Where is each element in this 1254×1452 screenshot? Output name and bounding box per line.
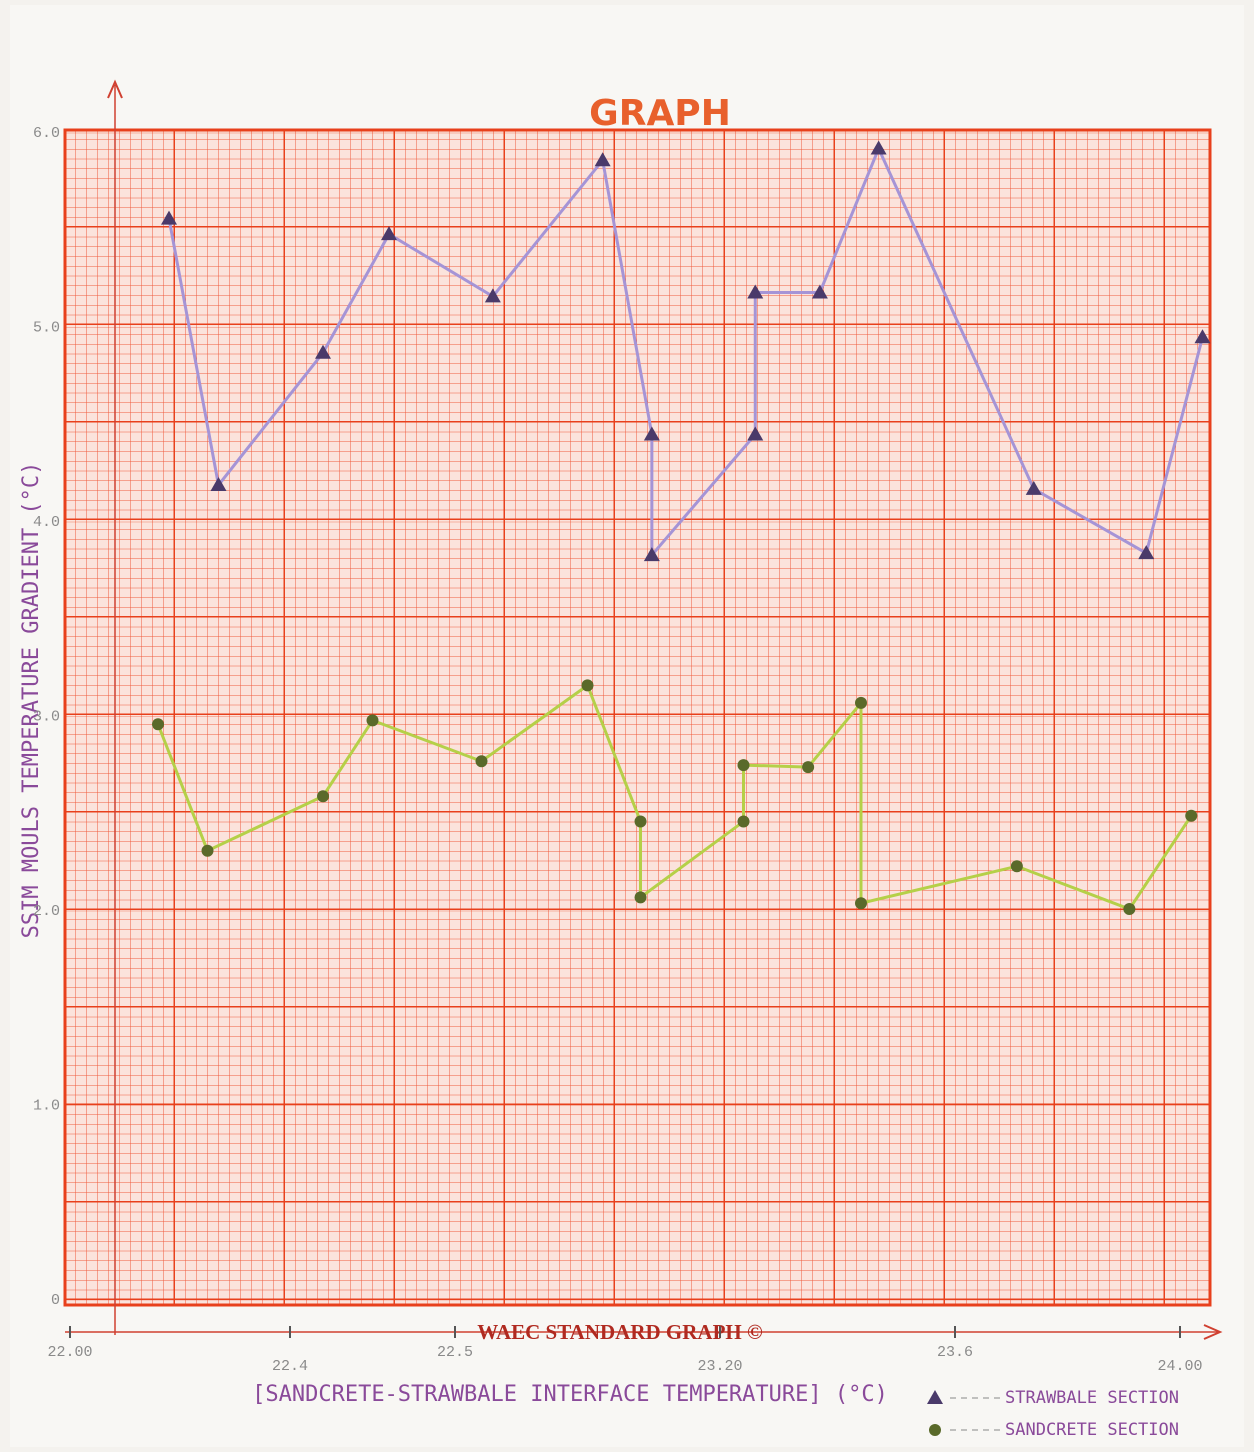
y-tick-label: 1.0 bbox=[33, 1097, 60, 1114]
data-point bbox=[582, 679, 594, 691]
data-point bbox=[317, 790, 329, 802]
x-tick-label: 22.00 bbox=[47, 1344, 92, 1361]
y-tick-label: 6.0 bbox=[33, 125, 60, 142]
y-axis-label: SSIM MOULS TEMPERATURE GRADIENT (°C) bbox=[19, 462, 44, 939]
page: GRAPH WAEC STANDARD GRAPH © SSIM MOULS T… bbox=[0, 0, 1254, 1452]
legend-label: SANDCRETE SECTION bbox=[1005, 1420, 1179, 1440]
data-point bbox=[1011, 860, 1023, 872]
y-tick-label: 4.0 bbox=[33, 514, 60, 531]
x-tick-label: 24.00 bbox=[1157, 1358, 1202, 1375]
data-point bbox=[152, 718, 164, 730]
data-point bbox=[476, 755, 488, 767]
x-tick-label: 23.20 bbox=[697, 1358, 742, 1375]
data-point bbox=[202, 845, 214, 857]
x-tick-label: 23.6 bbox=[937, 1344, 973, 1361]
data-point bbox=[1185, 810, 1197, 822]
chart-title: GRAPH bbox=[589, 93, 731, 134]
legend-marker bbox=[929, 1424, 941, 1436]
major-grid bbox=[65, 130, 1210, 1305]
data-point bbox=[802, 761, 814, 773]
x-tick-label: 22.4 bbox=[272, 1358, 308, 1375]
x-tick-label: 22.5 bbox=[437, 1344, 473, 1361]
y-tick-label: 5.0 bbox=[33, 319, 60, 336]
data-point bbox=[367, 714, 379, 726]
y-tick-label: 3.0 bbox=[33, 708, 60, 725]
y-tick-label: 0 bbox=[51, 1292, 60, 1309]
legend-label: STRAWBALE SECTION bbox=[1005, 1388, 1179, 1408]
data-point bbox=[738, 759, 750, 771]
data-point bbox=[855, 897, 867, 909]
data-point bbox=[635, 816, 647, 828]
data-point bbox=[1123, 903, 1135, 915]
data-point bbox=[635, 891, 647, 903]
data-point bbox=[855, 697, 867, 709]
data-point bbox=[738, 816, 750, 828]
y-tick-label: 2.0 bbox=[33, 903, 60, 920]
x-axis-label: [SANDCRETE-STRAWBALE INTERFACE TEMPERATU… bbox=[252, 1382, 888, 1407]
chart: GRAPH WAEC STANDARD GRAPH © SSIM MOULS T… bbox=[0, 0, 1254, 1452]
